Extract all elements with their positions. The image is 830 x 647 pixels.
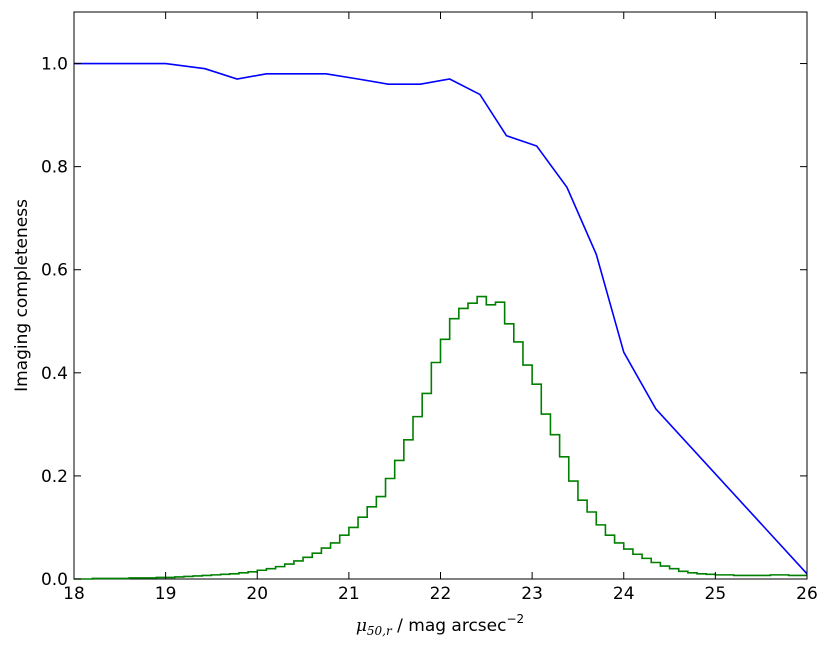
x-tick-label: 24 <box>613 584 635 604</box>
y-tick-label: 0.6 <box>41 261 68 281</box>
y-tick-label: 0.4 <box>41 364 68 384</box>
x-tick-label: 20 <box>246 584 268 604</box>
x-axis-label-symbol: μ <box>356 616 367 636</box>
x-tick-label: 19 <box>155 584 177 604</box>
x-axis-label: μ50,r / mag arcsec−2 <box>356 612 524 638</box>
x-axis-label-exponent: −2 <box>506 612 524 626</box>
x-tick-label: 22 <box>430 584 452 604</box>
plot-frame <box>73 11 808 580</box>
series-line-2 <box>74 295 807 580</box>
plot-area: 18 19 20 21 22 23 24 25 26 0.0 0.2 0.4 0.6 0.8 1.0 <box>41 11 818 604</box>
x-tick-label: 23 <box>521 584 543 604</box>
x-tick-label: 21 <box>338 584 360 604</box>
y-tick-label: 0.2 <box>41 467 68 487</box>
x-tick-label: 26 <box>796 584 818 604</box>
series-layer <box>74 62 808 580</box>
x-axis-label-text: / mag arcsec <box>392 616 507 636</box>
x-tick-label: 18 <box>63 584 85 604</box>
y-tick-label: 0.8 <box>41 158 68 178</box>
series-line-1 <box>74 62 808 575</box>
x-tick-label: 25 <box>705 584 727 604</box>
x-axis-label-subscript: 50,r <box>367 624 393 638</box>
y-axis-label: Imaging completeness <box>12 199 32 392</box>
y-tick-label: 1.0 <box>41 55 68 75</box>
y-tick-label: 0.0 <box>41 570 68 590</box>
tick-layer: 18 19 20 21 22 23 24 25 26 0.0 0.2 0.4 0.6 0.8 1.0 <box>41 12 818 604</box>
